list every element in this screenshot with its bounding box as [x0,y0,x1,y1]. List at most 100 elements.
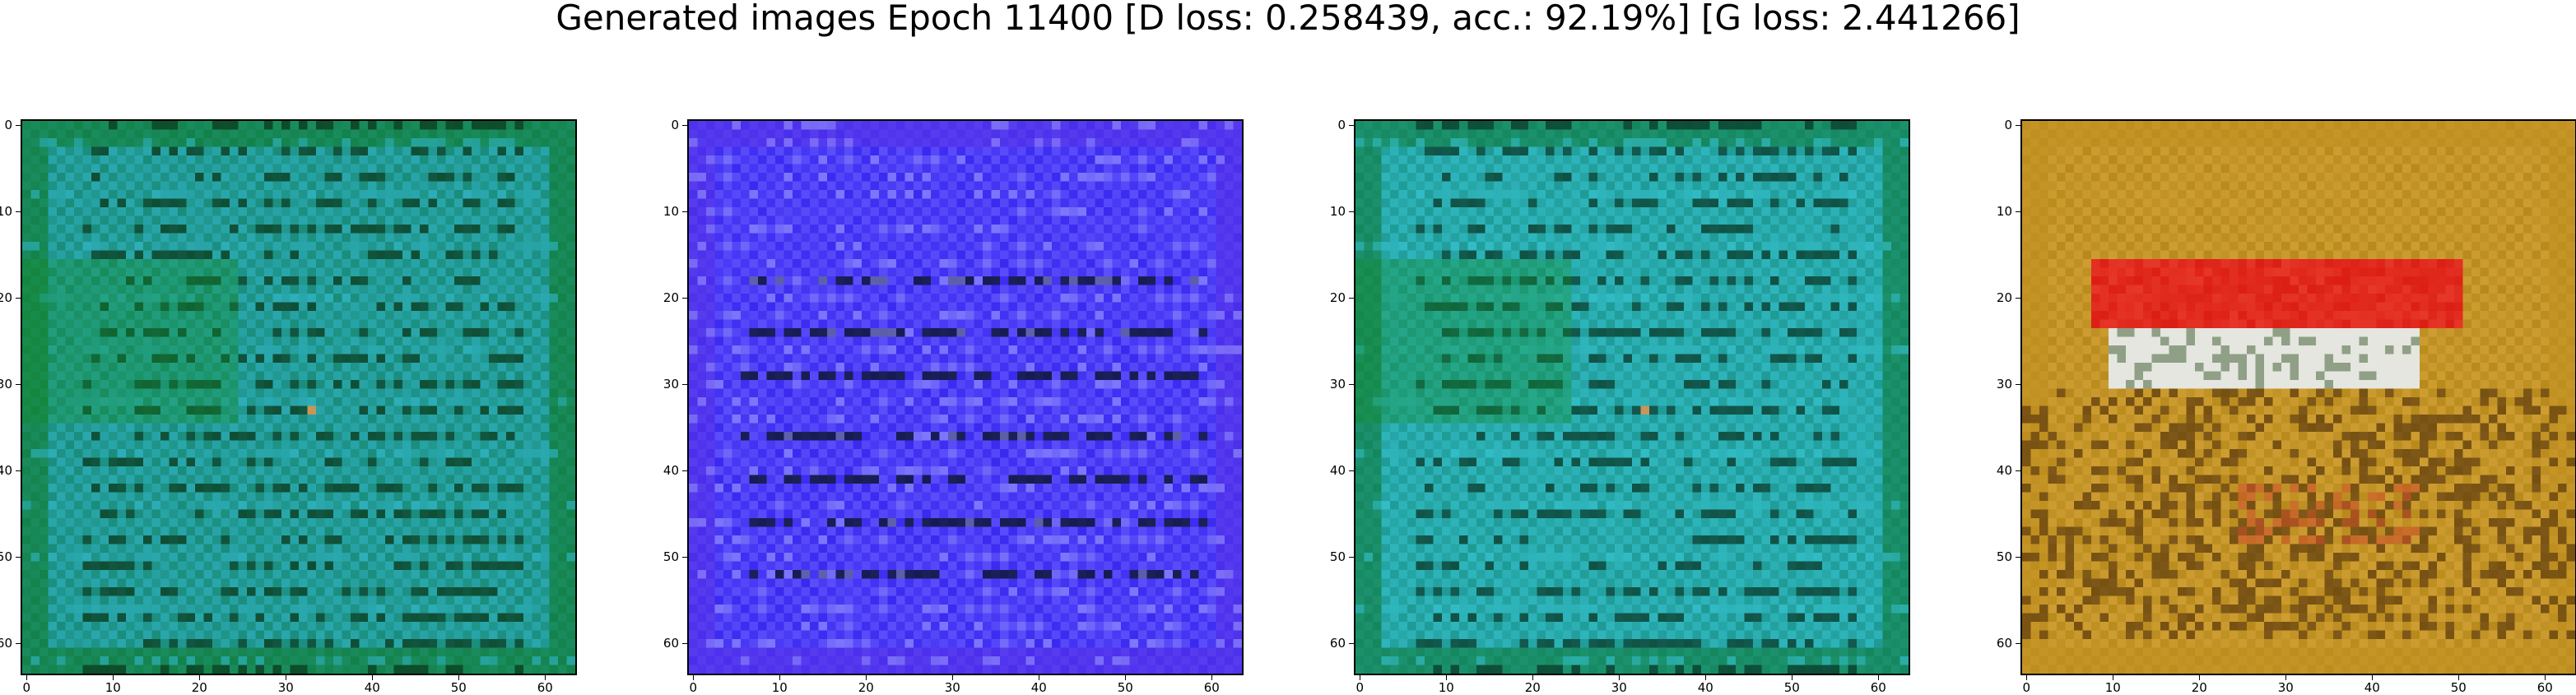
y-tick-mark [2016,125,2020,127]
y-tick-mark [682,384,687,386]
y-tick-label: 50 [1996,549,2012,565]
y-tick-label: 30 [0,377,12,392]
y-tick-label: 30 [1996,377,2012,392]
y-tick-mark [1349,211,1354,213]
x-tick-label: 40 [2364,680,2380,695]
x-tick-label: 10 [771,680,788,695]
generated-image-4 [2020,119,2576,675]
y-tick-mark [682,557,687,558]
y-tick-label: 10 [663,204,679,220]
x-tick-label: 50 [1783,680,1800,695]
y-tick-mark [16,384,21,386]
generated-image-2 [687,119,1244,675]
x-tick-label: 10 [105,680,121,695]
x-tick-label: 50 [450,680,467,695]
y-tick-label: 20 [1996,290,2012,306]
y-tick-mark [1349,384,1354,386]
y-tick-mark [1349,470,1354,472]
y-tick-label: 0 [4,118,12,133]
generated-image-4-pixels [2022,121,2575,674]
x-tick-label: 0 [689,680,698,695]
x-tick-mark [545,675,546,680]
x-tick-label: 0 [2022,680,2031,695]
generated-image-3-pixels [1355,121,1909,674]
y-tick-label: 40 [1996,463,2012,479]
x-tick-label: 20 [858,680,874,695]
x-tick-mark [1125,675,1127,680]
x-tick-label: 50 [2450,680,2467,695]
y-tick-label: 20 [0,290,12,306]
y-tick-label: 50 [0,549,12,565]
y-tick-mark [682,298,687,299]
y-tick-mark [682,470,687,472]
x-tick-label: 0 [22,680,31,695]
generated-image-2-pixels [689,121,1242,674]
x-tick-label: 20 [2191,680,2207,695]
y-tick-label: 0 [2004,118,2012,133]
y-tick-label: 60 [663,636,679,651]
x-tick-mark [458,675,460,680]
y-tick-label: 60 [1996,636,2012,651]
x-tick-label: 40 [1697,680,1713,695]
generated-image-1-pixels [22,121,575,674]
x-tick-label: 20 [191,680,207,695]
y-tick-mark [2016,298,2020,299]
generated-image-1 [21,119,577,675]
y-tick-label: 60 [0,636,12,651]
y-tick-label: 30 [1329,377,1346,392]
x-tick-label: 20 [1524,680,1541,695]
x-tick-mark [693,675,695,680]
y-tick-mark [16,211,21,213]
y-tick-label: 10 [1996,204,2012,220]
y-tick-mark [682,125,687,127]
y-tick-mark [2016,470,2020,472]
y-tick-mark [1349,643,1354,645]
y-tick-mark [16,298,21,299]
y-tick-label: 40 [1329,463,1346,479]
y-tick-mark [1349,557,1354,558]
generated-image-3 [1354,119,1910,675]
x-tick-mark [1792,675,1793,680]
x-tick-mark [1532,675,1534,680]
x-tick-label: 60 [537,680,553,695]
x-tick-label: 40 [364,680,380,695]
x-tick-label: 30 [1611,680,1627,695]
x-tick-mark [1705,675,1707,680]
y-tick-mark [16,125,21,127]
x-tick-label: 60 [1870,680,1886,695]
panel-2: 0 10 20 30 40 50 60 0 10 20 30 40 50 60 [0,0,1244,694]
x-tick-label: 10 [1438,680,1454,695]
y-tick-mark [1349,298,1354,299]
x-tick-mark [952,675,954,680]
panel-3: 0 10 20 30 40 50 60 0 10 20 30 40 50 60 [0,0,1910,694]
x-tick-label: 30 [2277,680,2294,695]
x-tick-label: 60 [1203,680,1220,695]
x-tick-label: 30 [277,680,294,695]
x-tick-label: 30 [944,680,960,695]
x-tick-mark [1619,675,1620,680]
y-tick-label: 0 [1337,118,1346,133]
y-tick-mark [2016,384,2020,386]
x-tick-mark [2026,675,2028,680]
x-tick-mark [779,675,781,680]
x-tick-mark [1211,675,1213,680]
y-tick-mark [2016,557,2020,558]
x-tick-mark [866,675,867,680]
y-tick-label: 40 [0,463,12,479]
x-tick-mark [2458,675,2460,680]
y-tick-label: 50 [1329,549,1346,565]
y-tick-label: 30 [663,377,679,392]
x-tick-mark [26,675,28,680]
y-tick-label: 20 [663,290,679,306]
y-tick-mark [2016,643,2020,645]
y-tick-mark [1349,125,1354,127]
y-tick-mark [16,557,21,558]
y-tick-label: 10 [1329,204,1346,220]
y-tick-mark [16,470,21,472]
y-tick-label: 40 [663,463,679,479]
x-tick-mark [2285,675,2287,680]
x-tick-mark [1446,675,1448,680]
figure-title: Generated images Epoch 11400 [D loss: 0.… [556,0,2020,38]
x-tick-mark [2545,675,2546,680]
